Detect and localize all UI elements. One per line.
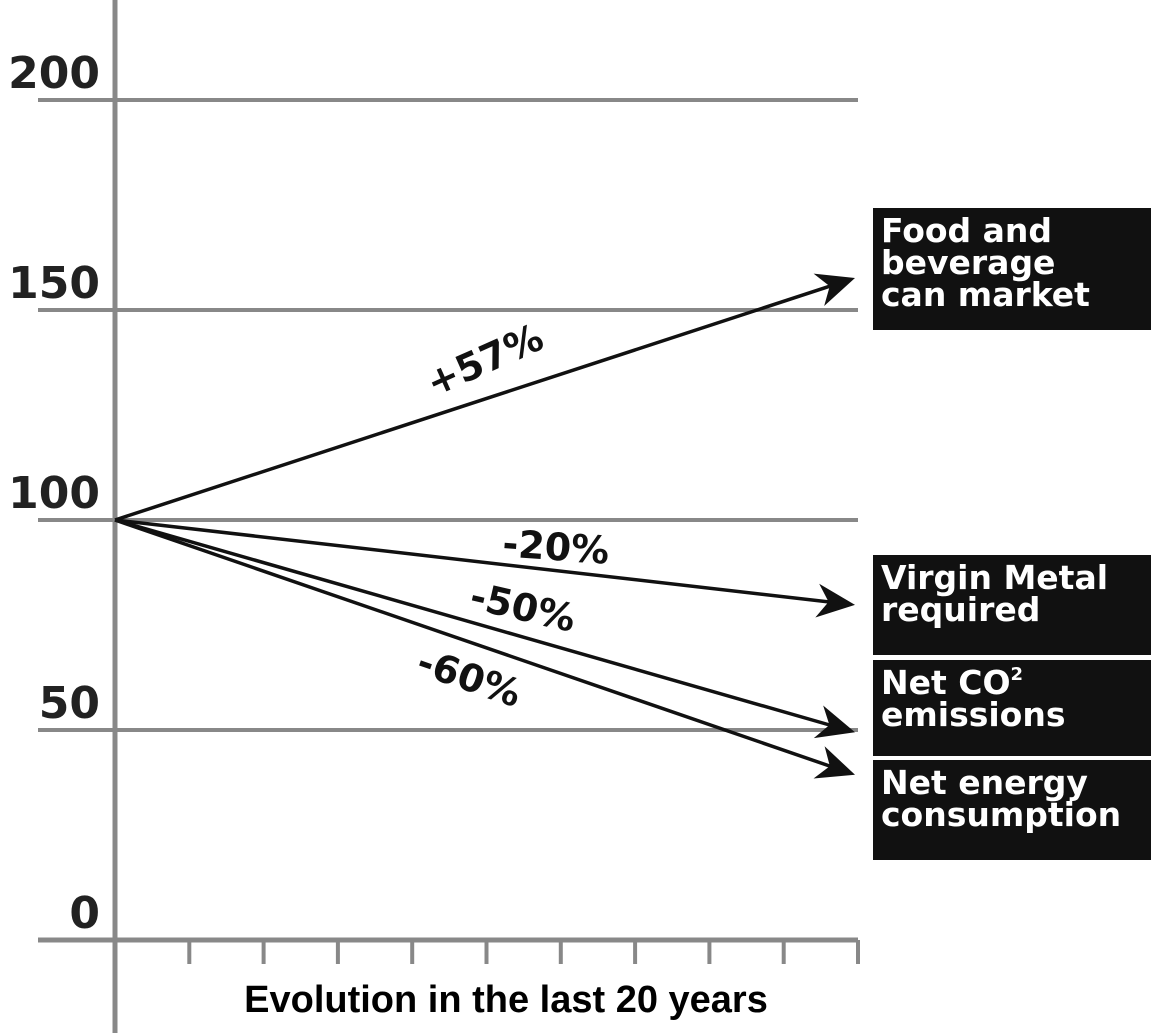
series-label-box [873, 760, 1151, 860]
series-label-text: Net CO2 [881, 663, 1023, 702]
y-tick-label: 0 [69, 888, 100, 939]
series-label-box [873, 555, 1151, 655]
series-label-text: consumption [881, 795, 1121, 834]
series-label-text: Virgin Metal [881, 558, 1108, 597]
axes: 0 50 100 150 200 [8, 0, 860, 1033]
y-tick-label: 50 [39, 678, 100, 729]
y-tick-label: 200 [8, 48, 100, 99]
y-tick-label: 100 [8, 468, 100, 519]
series-line [114, 278, 848, 522]
series-line [114, 518, 848, 606]
series-arrows: +57% -20%-50%-60% [114, 273, 855, 779]
change-label: +57% [420, 315, 550, 405]
series-label-text: Net energy [881, 763, 1088, 802]
series-label-text: beverage [881, 243, 1055, 282]
series-label-box [873, 208, 1151, 330]
series-line [114, 518, 848, 732]
series-label-text: required [881, 590, 1040, 629]
series-line [114, 518, 848, 774]
arrowhead [813, 273, 855, 306]
change-label: -60% [412, 640, 527, 716]
y-tick-label: 150 [8, 258, 100, 309]
series-label-text: emissions [881, 695, 1065, 734]
arrowhead [813, 746, 855, 779]
change-label: -20% [501, 521, 611, 572]
x-axis-label: Evolution in the last 20 years [244, 979, 768, 1021]
series-label-text: can market [881, 275, 1090, 314]
change-label: -50% [466, 574, 580, 641]
series-label-box [873, 660, 1151, 756]
arrowhead [813, 705, 855, 739]
series-label-text: Food and [881, 211, 1052, 250]
arrowhead [815, 583, 855, 618]
